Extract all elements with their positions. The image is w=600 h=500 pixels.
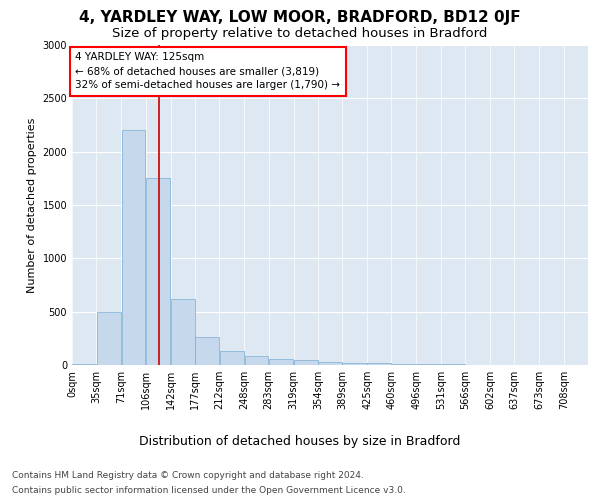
Bar xyxy=(392,364,416,365)
Bar xyxy=(367,364,391,365)
Text: Contains public sector information licensed under the Open Government Licence v3: Contains public sector information licen… xyxy=(12,486,406,495)
Bar xyxy=(318,362,342,365)
Text: 4 YARDLEY WAY: 125sqm
← 68% of detached houses are smaller (3,819)
32% of semi-d: 4 YARDLEY WAY: 125sqm ← 68% of detached … xyxy=(76,52,340,90)
Text: Size of property relative to detached houses in Bradford: Size of property relative to detached ho… xyxy=(112,28,488,40)
Bar xyxy=(195,338,219,365)
Text: 4, YARDLEY WAY, LOW MOOR, BRADFORD, BD12 0JF: 4, YARDLEY WAY, LOW MOOR, BRADFORD, BD12… xyxy=(79,10,521,25)
Bar xyxy=(122,130,145,365)
Bar xyxy=(220,350,244,365)
Bar xyxy=(441,364,465,365)
Bar xyxy=(171,299,194,365)
Bar xyxy=(343,363,367,365)
Bar xyxy=(97,312,121,365)
Text: Contains HM Land Registry data © Crown copyright and database right 2024.: Contains HM Land Registry data © Crown c… xyxy=(12,471,364,480)
Text: Distribution of detached houses by size in Bradford: Distribution of detached houses by size … xyxy=(139,435,461,448)
Y-axis label: Number of detached properties: Number of detached properties xyxy=(27,118,37,292)
Bar xyxy=(417,364,440,365)
Bar xyxy=(72,364,96,365)
Bar xyxy=(146,178,170,365)
Bar xyxy=(294,360,317,365)
Bar xyxy=(269,359,293,365)
Bar xyxy=(245,356,268,365)
